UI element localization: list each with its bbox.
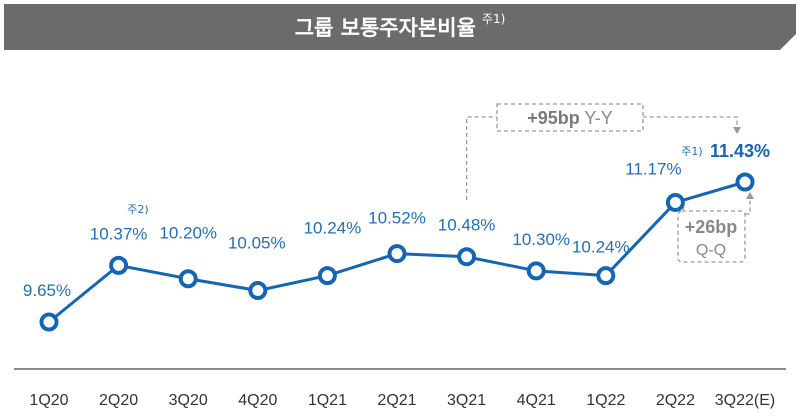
data-label: 10.24% (572, 238, 630, 257)
chart-title: 그룹 보통주자본비율 주1) (0, 4, 800, 50)
x-tick-label: 3Q22(E) (715, 392, 775, 409)
data-label: 9.65% (23, 281, 71, 300)
data-label: 10.48% (438, 216, 496, 235)
data-label: 10.37% (90, 224, 148, 243)
data-point (109, 255, 129, 275)
x-tick-label: 2Q22 (656, 392, 695, 409)
x-tick-label: 3Q21 (447, 392, 486, 409)
data-label: 11.43% (710, 141, 770, 161)
x-tick-label: 4Q21 (517, 392, 556, 409)
chart-title-text: 그룹 보통주자본비율 (294, 16, 476, 40)
qoq-value: +26bp (685, 217, 738, 237)
data-label: 10.24% (304, 219, 362, 238)
yoy-arrow-head (733, 127, 741, 134)
title-banner-shape (4, 4, 796, 50)
qoq-annotation: +26bp (685, 217, 738, 237)
data-point (39, 312, 59, 332)
data-label: 10.05% (228, 234, 286, 253)
qoq-box (677, 210, 746, 263)
data-point (665, 192, 685, 212)
qoq-suffix: Q-Q (696, 242, 726, 259)
x-tick-label: 1Q22 (586, 392, 625, 409)
data-point (317, 266, 337, 286)
data-point (248, 281, 268, 301)
data-label: 10.20% (159, 224, 217, 243)
title-banner (4, 4, 796, 50)
yoy-suffix: Y-Y (580, 108, 613, 128)
data-point (526, 261, 546, 281)
data-label: 10.52% (368, 209, 426, 228)
yoy-box (496, 103, 644, 132)
data-label: 11.17% (625, 159, 681, 178)
point-note: 주1) (681, 145, 702, 158)
yoy-value: +95bp (527, 108, 580, 128)
x-tick-label: 2Q20 (99, 392, 138, 409)
data-point (457, 247, 477, 267)
chart-title-note: 주1) (481, 11, 506, 26)
qoq-arrow-head (746, 192, 754, 199)
data-point (178, 269, 198, 289)
data-point (596, 266, 616, 286)
x-tick-label: 1Q20 (29, 392, 68, 409)
point-note: 주2) (127, 203, 148, 216)
qoq-bracket (682, 196, 751, 215)
x-tick-label: 4Q20 (238, 392, 277, 409)
x-tick-label: 2Q21 (377, 392, 416, 409)
x-tick-label: 3Q20 (169, 392, 208, 409)
data-point (387, 244, 407, 264)
data-point (735, 172, 755, 192)
data-label: 10.30% (512, 230, 570, 249)
x-tick-label: 1Q21 (308, 392, 347, 409)
yoy-annotation: +95bp Y-Y (527, 108, 613, 128)
